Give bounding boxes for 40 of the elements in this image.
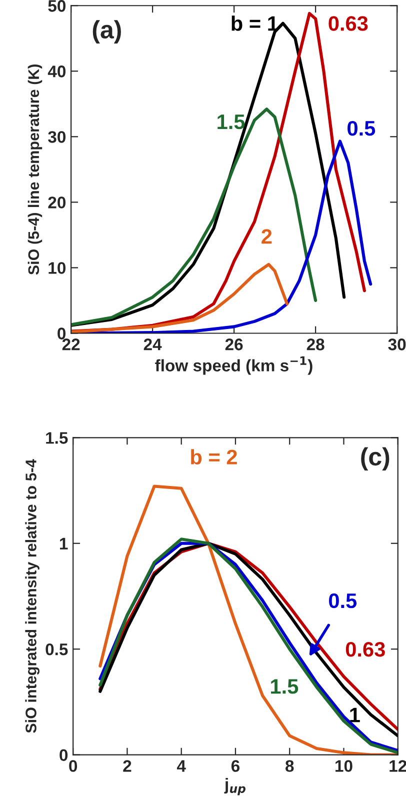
y-axis-title: SiO (5-4) line temperature (K) — [28, 64, 42, 275]
series-label: 2 — [262, 229, 272, 244]
x-tick-label: 8 — [286, 760, 294, 772]
series-label: b = 2 — [191, 449, 237, 464]
y-tick-label: 0 — [60, 749, 68, 762]
x-tick-label: 22 — [62, 338, 80, 350]
x-tick-label: 12 — [390, 760, 406, 772]
y-tick-label: 10 — [48, 262, 66, 274]
y-tick-label: 50 — [48, 0, 66, 12]
series-label: 0.63 — [328, 16, 368, 31]
x-tick-label: 10 — [336, 760, 352, 772]
y-tick-label: 0.5 — [46, 643, 68, 656]
line-series — [71, 108, 318, 326]
x-tick-label: 26 — [225, 338, 243, 350]
x-tick-label: 2 — [123, 760, 132, 772]
x-tick-label: 6 — [231, 760, 240, 772]
y-tick-label: 20 — [48, 196, 66, 208]
y-tick-label: 40 — [48, 66, 66, 78]
series-label: 1.5 — [218, 114, 245, 130]
series-label: 1.5 — [271, 679, 298, 694]
x-tick-label: 4 — [176, 760, 186, 772]
x-tick-label: 30 — [388, 338, 406, 350]
series-label: 1 — [350, 708, 360, 722]
y-axis-title: SiO integrated intensity relative to 5-4 — [25, 459, 40, 733]
line-series — [98, 484, 398, 755]
y-tick-label: 1.5 — [46, 432, 68, 444]
x-tick-label: 0 — [69, 760, 78, 772]
series-label: 0.63 — [346, 642, 385, 657]
annotation: (a) — [92, 20, 121, 44]
x-tick-label: 24 — [144, 338, 162, 350]
text: 0.5 — [329, 593, 357, 608]
x-tick-label: 28 — [306, 338, 324, 350]
series-label: 0.5 — [348, 120, 376, 136]
x-axis-title: flow speed (km s$^{−1}$) — [155, 356, 312, 375]
x-axis-title: j$_{up}$ — [224, 778, 246, 796]
y-tick-label: 30 — [48, 131, 66, 143]
y-tick-label: 1 — [60, 538, 68, 550]
annotation: (c) — [361, 447, 390, 471]
line-series — [71, 262, 289, 334]
y-tick-label: 0 — [58, 328, 66, 340]
